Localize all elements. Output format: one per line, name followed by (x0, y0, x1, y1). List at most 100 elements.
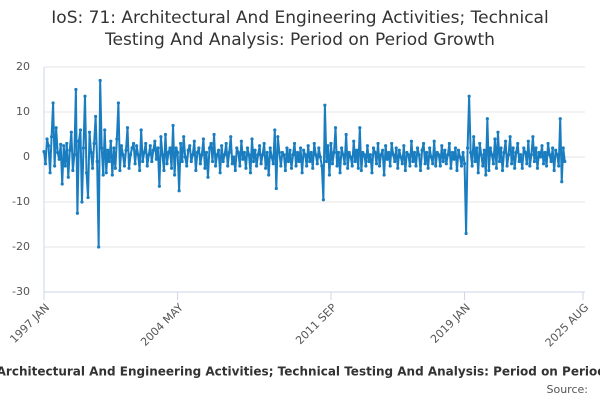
point (232, 155, 236, 159)
point (467, 94, 471, 98)
point (379, 153, 383, 157)
y-tick-label: -20 (12, 240, 30, 253)
point (544, 164, 549, 168)
point (373, 150, 377, 155)
point (520, 166, 524, 170)
point (321, 198, 325, 202)
point (80, 200, 84, 204)
point (270, 155, 274, 159)
point (344, 132, 348, 137)
point (218, 171, 222, 175)
point (309, 150, 313, 155)
point (406, 153, 410, 157)
point (519, 153, 523, 157)
point (396, 166, 400, 170)
point (160, 153, 165, 157)
point (450, 150, 455, 155)
point (235, 146, 239, 150)
point (192, 139, 196, 143)
point (320, 164, 324, 168)
point (230, 162, 234, 166)
point (552, 168, 556, 173)
point (505, 164, 509, 168)
point (201, 137, 206, 141)
point (327, 173, 332, 177)
point (174, 146, 178, 150)
point (547, 153, 552, 157)
point (517, 159, 521, 164)
point (188, 144, 192, 148)
point (397, 148, 401, 152)
point (233, 168, 237, 173)
point (525, 162, 529, 166)
y-tick-label: 0 (23, 150, 30, 163)
point (403, 168, 407, 173)
point (220, 144, 224, 148)
point (452, 157, 456, 161)
point (110, 173, 114, 177)
point (496, 130, 500, 134)
point (45, 137, 49, 141)
point (282, 153, 286, 157)
point (487, 168, 491, 173)
point (144, 141, 148, 146)
point (56, 150, 60, 155)
point (447, 141, 451, 146)
source: Source: (547, 383, 589, 396)
point (256, 153, 260, 157)
point (168, 146, 172, 150)
point (212, 132, 216, 137)
point (387, 150, 391, 155)
point (254, 164, 259, 168)
point (285, 146, 289, 150)
point (420, 148, 424, 152)
point (116, 101, 120, 105)
point (456, 148, 461, 152)
point (77, 139, 81, 143)
point (476, 171, 480, 175)
point (449, 166, 453, 170)
point (485, 117, 489, 121)
point (421, 141, 426, 146)
point (528, 164, 532, 168)
point (253, 148, 257, 152)
x-tick-label: 2019 JAN (428, 301, 473, 346)
point (292, 141, 297, 146)
point (400, 162, 404, 166)
point (273, 128, 277, 132)
point (563, 159, 567, 164)
point (514, 150, 518, 155)
point (394, 146, 398, 150)
point (115, 137, 119, 141)
point (163, 132, 168, 137)
point (349, 155, 353, 159)
point (358, 126, 362, 130)
point (478, 141, 482, 146)
point (411, 159, 415, 164)
point (297, 159, 301, 164)
point (118, 168, 122, 173)
point (276, 135, 280, 139)
point (546, 141, 550, 146)
point (151, 148, 155, 152)
point (100, 146, 104, 150)
point (210, 159, 215, 164)
point (227, 150, 231, 155)
point (106, 148, 110, 152)
point (555, 153, 559, 157)
point (54, 126, 58, 130)
point (352, 139, 356, 143)
point (491, 162, 496, 166)
point (339, 146, 344, 150)
point (446, 153, 450, 157)
point (81, 146, 86, 150)
point (182, 135, 186, 139)
x-tick-label: 2011 SEP (293, 301, 339, 347)
point (484, 173, 488, 177)
point (561, 146, 565, 150)
point (268, 146, 272, 150)
point (60, 182, 64, 186)
point (112, 146, 116, 150)
point (549, 159, 553, 164)
